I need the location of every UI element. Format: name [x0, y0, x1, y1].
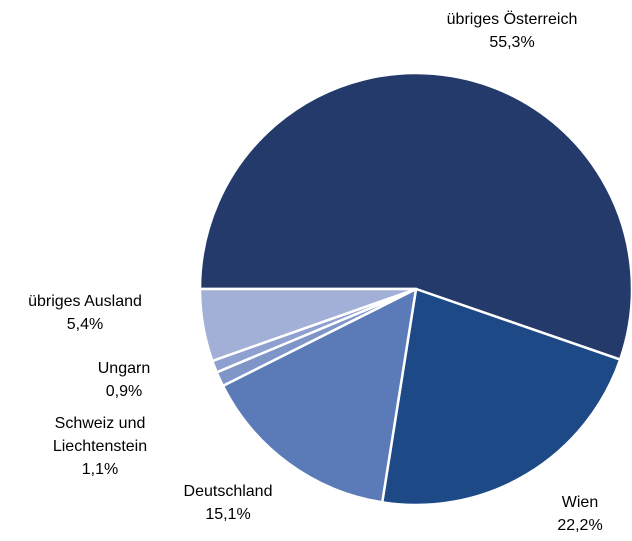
value-label: 55,3%	[489, 34, 535, 51]
value-label: 1,1%	[81, 461, 119, 478]
category-label: Wien	[561, 494, 599, 511]
category-label: übriges Österreich	[446, 11, 578, 28]
category-label: übriges Ausland	[28, 293, 142, 310]
category-label: Ungarn	[97, 360, 151, 377]
slice-label: Wien 22,2%	[540, 491, 620, 537]
category-label: Schweiz und Liechtenstein	[52, 415, 148, 455]
value-label: 15,1%	[205, 506, 251, 523]
category-label: Deutschland	[183, 483, 273, 500]
value-label: 5,4%	[66, 316, 104, 333]
slice-label: Deutschland 15,1%	[168, 480, 288, 526]
pie-slice	[221, 287, 418, 504]
slice-label: Schweiz und Liechtenstein 1,1%	[45, 412, 155, 481]
pie-slice	[380, 287, 622, 507]
value-label: 0,9%	[105, 383, 143, 400]
pie-slice	[198, 287, 418, 363]
slice-label: übriges Ausland 5,4%	[5, 290, 165, 336]
slice-label: Ungarn 0,9%	[84, 357, 164, 403]
value-label: 22,2%	[557, 517, 603, 534]
slice-label: übriges Österreich 55,3%	[412, 8, 612, 54]
